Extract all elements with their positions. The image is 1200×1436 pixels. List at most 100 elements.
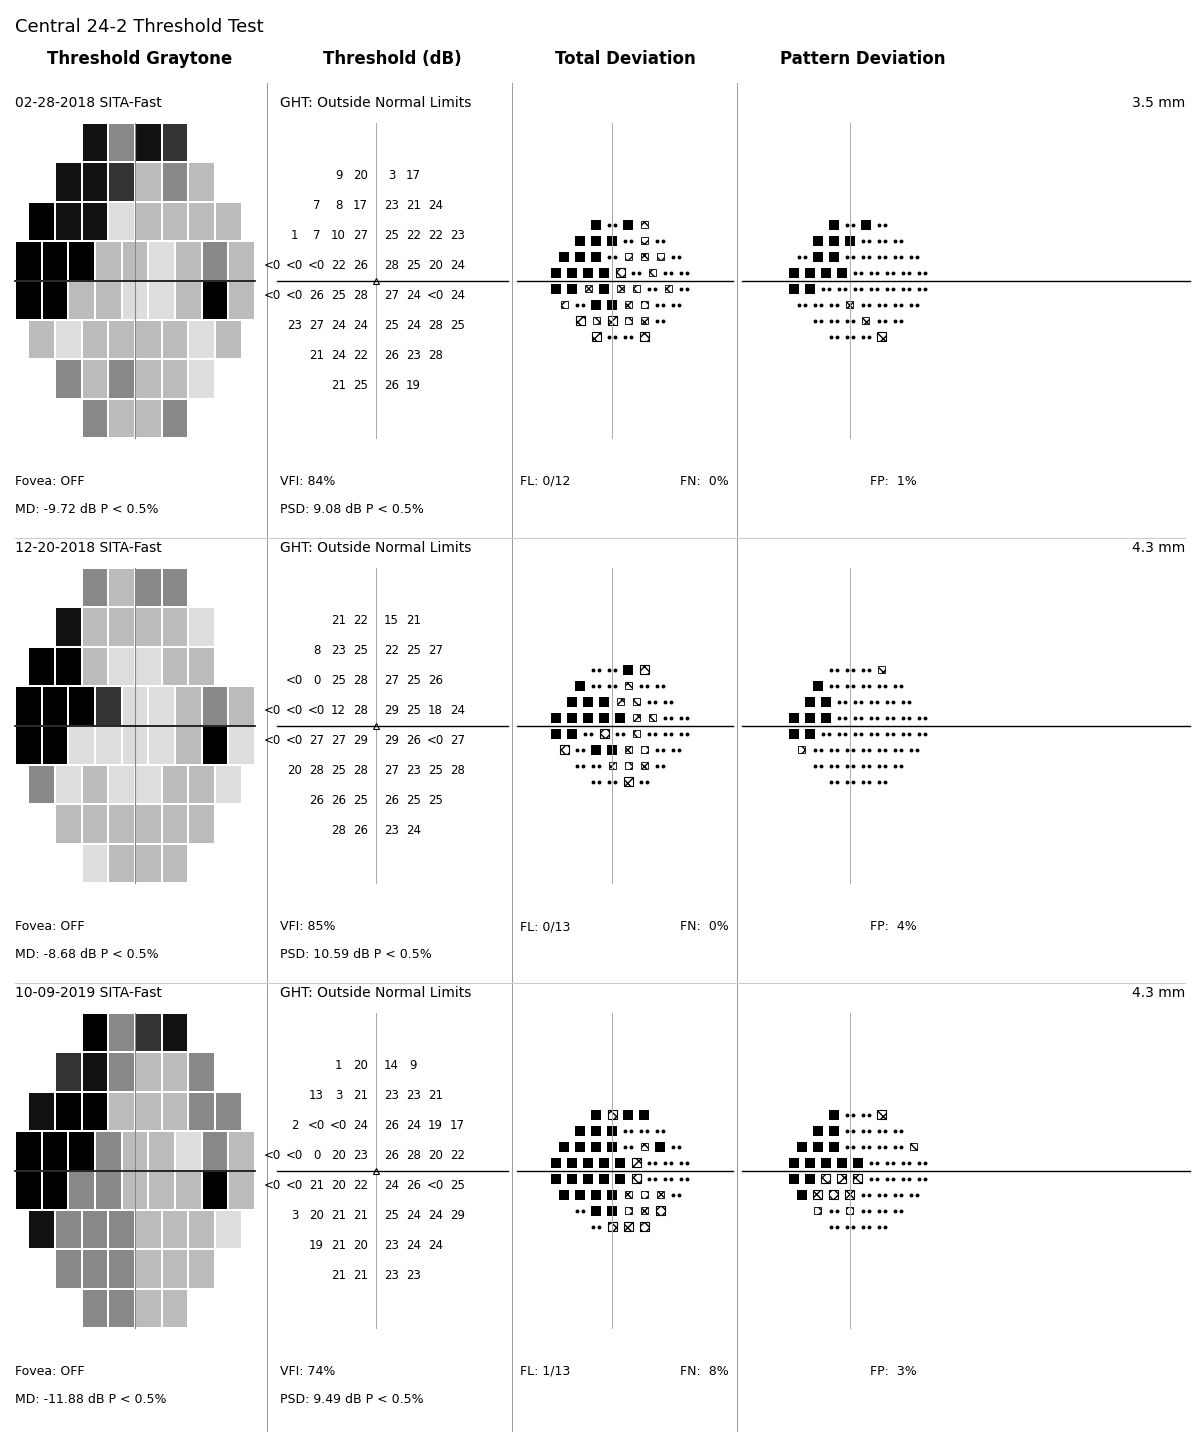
Bar bbox=[640, 665, 648, 673]
Bar bbox=[575, 1142, 586, 1152]
Text: 3: 3 bbox=[290, 1209, 299, 1222]
Bar bbox=[176, 281, 200, 319]
Text: GHT: Outside Normal Limits: GHT: Outside Normal Limits bbox=[280, 987, 472, 999]
Bar bbox=[788, 1173, 798, 1183]
Bar bbox=[860, 220, 870, 230]
Text: 22: 22 bbox=[384, 643, 398, 658]
Text: 26: 26 bbox=[384, 1149, 398, 1162]
Bar bbox=[559, 1189, 569, 1199]
Bar bbox=[617, 698, 624, 705]
Text: <0: <0 bbox=[286, 673, 304, 686]
Bar bbox=[568, 696, 577, 707]
Text: 28: 28 bbox=[310, 764, 324, 777]
Text: 21: 21 bbox=[310, 1179, 324, 1192]
Bar bbox=[804, 1173, 815, 1183]
Text: 24: 24 bbox=[450, 704, 464, 717]
Bar bbox=[163, 569, 187, 606]
Bar bbox=[814, 1190, 822, 1199]
Bar bbox=[877, 1110, 886, 1119]
Bar bbox=[607, 316, 617, 325]
Bar bbox=[83, 399, 107, 437]
Text: 29: 29 bbox=[353, 734, 368, 747]
Bar bbox=[216, 320, 241, 358]
Text: 28: 28 bbox=[353, 764, 368, 777]
Text: 25: 25 bbox=[384, 319, 398, 332]
Bar bbox=[592, 332, 600, 340]
Text: Fovea: OFF: Fovea: OFF bbox=[14, 1366, 84, 1379]
Text: 23: 23 bbox=[406, 764, 421, 777]
Text: VFI: 84%: VFI: 84% bbox=[280, 475, 335, 488]
Text: 26: 26 bbox=[353, 824, 368, 837]
Bar bbox=[853, 1175, 862, 1183]
Text: 28: 28 bbox=[353, 673, 368, 686]
Bar bbox=[551, 728, 562, 738]
Text: 7: 7 bbox=[313, 228, 320, 243]
Bar bbox=[29, 202, 54, 240]
Bar bbox=[607, 300, 617, 310]
Text: 26: 26 bbox=[384, 794, 398, 807]
Bar bbox=[56, 360, 80, 398]
Bar bbox=[592, 1189, 601, 1199]
Bar bbox=[70, 686, 94, 725]
Bar bbox=[641, 302, 648, 307]
Text: GHT: Outside Normal Limits: GHT: Outside Normal Limits bbox=[280, 96, 472, 111]
Bar bbox=[190, 765, 214, 803]
Bar bbox=[607, 1222, 617, 1231]
Text: 24: 24 bbox=[406, 1119, 421, 1132]
Bar bbox=[640, 1110, 649, 1120]
Text: 20: 20 bbox=[331, 1149, 346, 1162]
Text: 21: 21 bbox=[353, 1209, 368, 1222]
Bar bbox=[136, 1093, 161, 1130]
Bar bbox=[216, 1211, 241, 1248]
Text: 18: 18 bbox=[428, 704, 443, 717]
Bar bbox=[109, 360, 134, 398]
Bar bbox=[788, 267, 798, 277]
Bar bbox=[56, 765, 80, 803]
Text: 24: 24 bbox=[428, 1239, 443, 1252]
Text: 23: 23 bbox=[384, 200, 398, 213]
Bar bbox=[29, 1211, 54, 1248]
Text: 0: 0 bbox=[313, 1149, 320, 1162]
Text: 25: 25 bbox=[384, 228, 398, 243]
Bar bbox=[70, 1132, 94, 1169]
Bar bbox=[641, 763, 648, 770]
Bar bbox=[821, 696, 830, 707]
Text: <0: <0 bbox=[286, 289, 304, 302]
Text: FN:  0%: FN: 0% bbox=[680, 920, 728, 933]
Bar bbox=[109, 123, 134, 161]
Text: 20: 20 bbox=[353, 1239, 368, 1252]
Bar bbox=[641, 1190, 648, 1198]
Bar bbox=[190, 1251, 214, 1288]
Text: 10-09-2019 SITA-Fast: 10-09-2019 SITA-Fast bbox=[14, 987, 162, 999]
Text: 25: 25 bbox=[450, 319, 464, 332]
Bar bbox=[43, 727, 67, 764]
Text: 19: 19 bbox=[310, 1239, 324, 1252]
Bar bbox=[96, 1172, 121, 1209]
Text: 14: 14 bbox=[384, 1058, 398, 1073]
Text: 28: 28 bbox=[384, 258, 398, 271]
Bar bbox=[190, 648, 214, 685]
Text: 2: 2 bbox=[290, 1119, 299, 1132]
Bar bbox=[592, 1110, 601, 1120]
Bar bbox=[583, 267, 593, 277]
Text: 27: 27 bbox=[353, 228, 368, 243]
Text: <0: <0 bbox=[286, 1149, 304, 1162]
Bar bbox=[136, 1014, 161, 1051]
Bar bbox=[592, 251, 601, 261]
Bar bbox=[109, 648, 134, 685]
Bar bbox=[551, 283, 562, 293]
Bar bbox=[846, 1208, 853, 1213]
Text: 20: 20 bbox=[353, 1058, 368, 1073]
Bar bbox=[631, 1175, 641, 1183]
Bar bbox=[607, 1142, 617, 1152]
Bar bbox=[798, 745, 805, 752]
Text: <0: <0 bbox=[286, 734, 304, 747]
Text: <0: <0 bbox=[286, 1179, 304, 1192]
Text: 17: 17 bbox=[353, 200, 368, 213]
Bar bbox=[176, 1172, 200, 1209]
Bar bbox=[83, 806, 107, 843]
Bar bbox=[190, 1211, 214, 1248]
Text: 02-28-2018 SITA-Fast: 02-28-2018 SITA-Fast bbox=[14, 96, 162, 111]
Text: 20: 20 bbox=[331, 1179, 346, 1192]
Bar bbox=[56, 164, 80, 201]
